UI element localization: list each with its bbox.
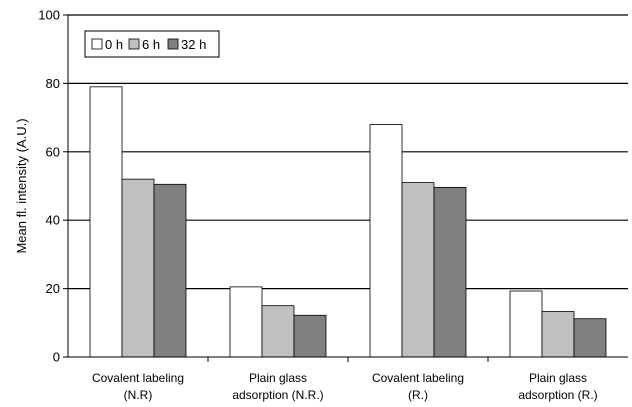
axes [63, 14, 628, 362]
legend-label-32h: 32 h [181, 37, 206, 52]
category-label-line1: Covalent labeling [372, 371, 464, 385]
y-tick-label: 0 [53, 350, 60, 365]
category-label-line1: Covalent labeling [92, 371, 184, 385]
category-label-line2: adsorption (N.R.) [232, 388, 323, 402]
bar-32h-cat2 [293, 314, 327, 358]
bar-6h-cat4 [541, 311, 575, 358]
bar-6h-cat3 [401, 182, 435, 358]
y-tick-label: 80 [46, 76, 60, 91]
legend-swatch-0h [91, 38, 103, 50]
legend: 0 h 6 h 32 h [84, 30, 220, 58]
bars [89, 86, 607, 358]
category-label-line1: Plain glass [249, 371, 307, 385]
bar-0h-cat1 [89, 86, 123, 358]
bar-0h-cat4 [509, 290, 543, 358]
y-tick-label: 60 [46, 144, 60, 159]
legend-label-0h: 0 h [105, 37, 123, 52]
category-labels: Covalent labeling (N.R) Plain glass adsorpt… [92, 371, 598, 402]
bar-0h-cat2 [229, 286, 263, 358]
legend-box [84, 30, 220, 58]
y-axis-title: Mean fl. intensity (A.U.) [14, 118, 29, 253]
category-label-line2: (N.R) [124, 388, 153, 402]
bar-6h-cat2 [261, 305, 295, 358]
y-tick-label: 100 [38, 8, 60, 23]
legend-swatch-6h [128, 38, 140, 50]
bar-6h-cat1 [121, 178, 155, 358]
y-tick-label: 20 [46, 281, 60, 296]
y-tick-label: 40 [46, 213, 60, 228]
legend-label-6h: 6 h [142, 37, 160, 52]
legend-swatch-32h [167, 38, 179, 50]
bar-32h-cat3 [433, 186, 467, 358]
y-tick-labels: 0 20 40 60 80 100 [38, 8, 60, 365]
category-label-line2: adsorption (R.) [518, 388, 597, 402]
bar-0h-cat3 [369, 124, 403, 358]
category-label-line2: (R.) [408, 388, 428, 402]
category-label-line1: Plain glass [529, 371, 587, 385]
bar-32h-cat1 [153, 183, 187, 358]
bar-32h-cat4 [573, 318, 607, 358]
